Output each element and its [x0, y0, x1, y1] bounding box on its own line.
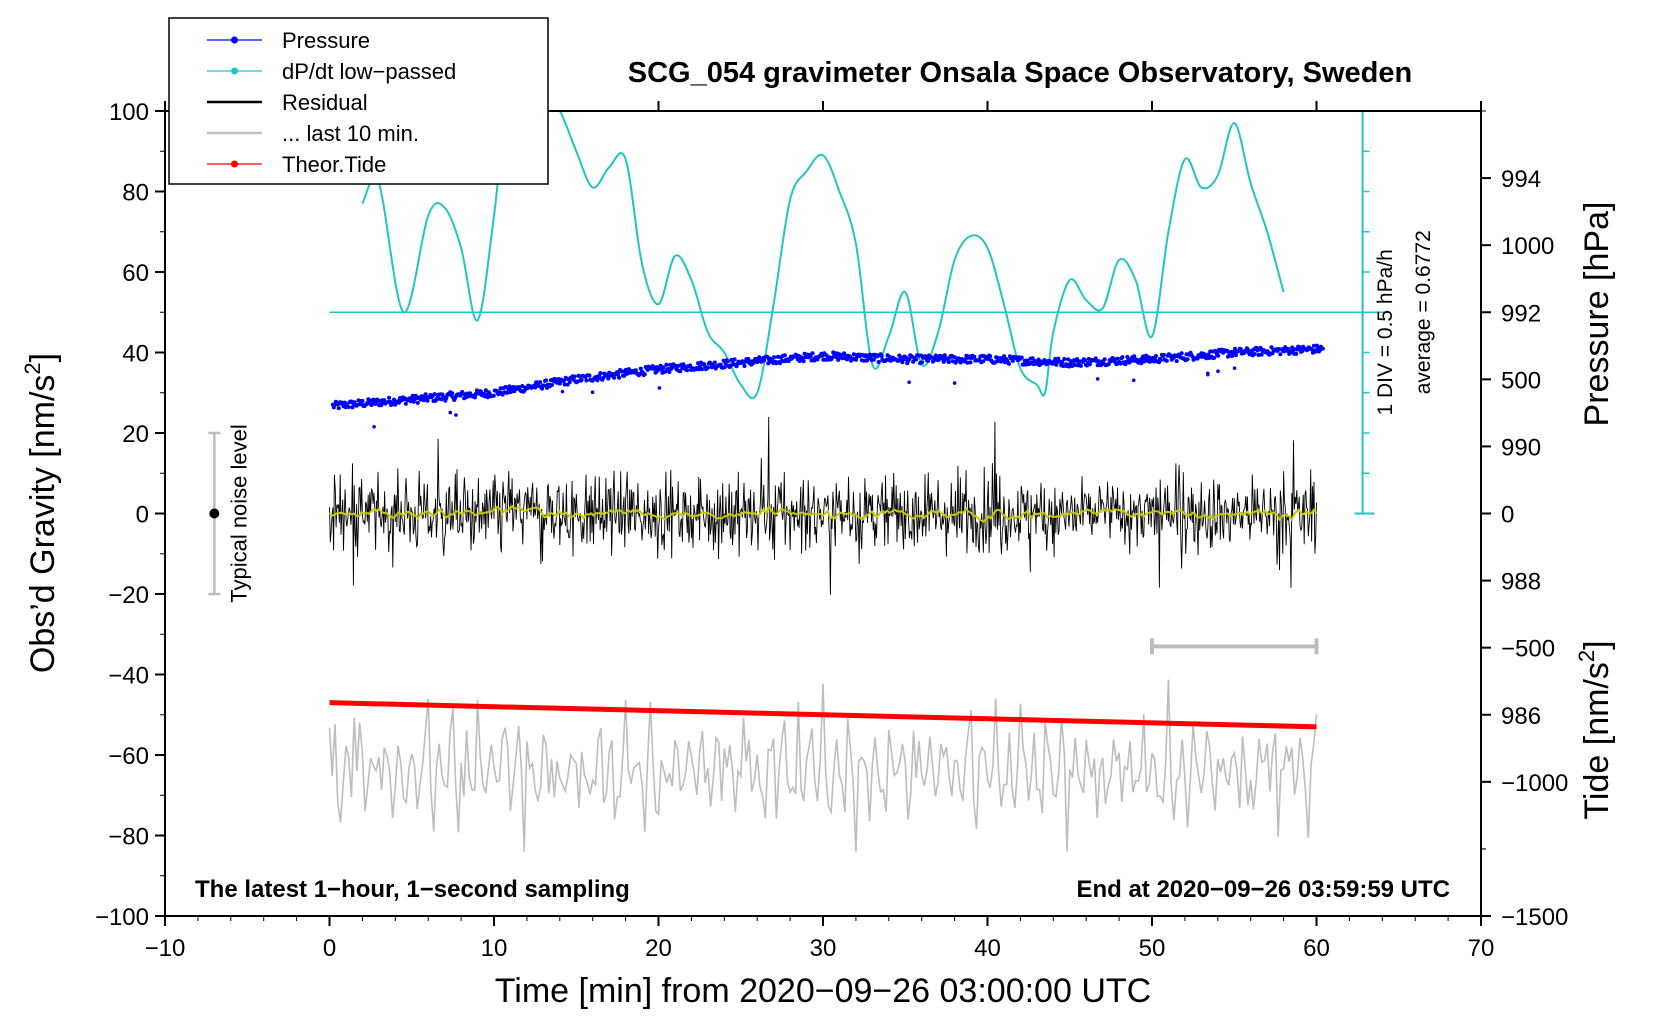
bottom-right-note: End at 2020−09−26 03:59:59 UTC	[1076, 876, 1450, 903]
x-tick-label: 30	[810, 935, 837, 962]
y-axis-left-title-end: ]	[24, 353, 62, 362]
dpdt-line	[361, 111, 1285, 400]
pressure-outlier	[372, 424, 376, 429]
pressure-outlier	[657, 386, 662, 390]
tide-tick-label: −500	[1501, 636, 1555, 663]
noise-dot	[209, 508, 220, 519]
y-tick-label: 40	[122, 341, 149, 368]
tide-tick-label: −1000	[1501, 770, 1568, 797]
legend-label: dP/dt low−passed	[282, 59, 456, 84]
dpdt-series: 1 DIV = 0.5 hPa/h average = 0.6772	[329, 110, 1435, 515]
pressure-tick-label: 988	[1501, 569, 1541, 596]
y-tick-label: −60	[108, 743, 149, 770]
pressure-outlier	[952, 381, 957, 385]
legend-marker	[231, 160, 238, 168]
theoretical-tide-series	[329, 700, 1317, 730]
x-axis-title: Time [min] from 2020−09−26 03:00:00 UTC	[495, 972, 1151, 1010]
x-axis: −10 0 10 20 30 40 50 60 70	[145, 101, 1495, 962]
legend-label: ... last 10 min.	[282, 121, 419, 146]
pressure-outlier	[560, 389, 565, 394]
residual-line	[329, 416, 1317, 595]
pressure-outlier	[448, 410, 453, 415]
y-tick-label: −20	[108, 582, 149, 609]
pressure-outlier	[1131, 378, 1136, 383]
y-axis-left-title-text: Obs’d Gravity [nm/s	[24, 375, 62, 674]
tide-tick-label: 0	[1501, 502, 1514, 529]
chart-title: SCG_054 gravimeter Onsala Space Observat…	[628, 57, 1412, 89]
y-axis-left-title-sup: 2	[20, 362, 45, 374]
noise-label: Typical noise level	[226, 424, 251, 603]
div-label: 1 DIV = 0.5 hPa/h	[1374, 249, 1397, 415]
x-tick-label: 10	[481, 935, 508, 962]
theoretical-tide-line	[329, 700, 1317, 730]
pressure-outlier	[907, 380, 911, 385]
y-axis-tide-title-text: Tide [nm/s	[1578, 662, 1616, 819]
x-tick-label: 50	[1139, 935, 1166, 962]
legend-marker	[231, 67, 238, 75]
pressure-tick-label: 992	[1501, 300, 1541, 327]
y-tick-label: 0	[136, 502, 149, 529]
tide-tick-label: 1000	[1501, 233, 1554, 260]
y-tick-label: 100	[109, 99, 149, 126]
y-axis-left: 100 80 60 40 20 0 −20 −40 −60 −80 −100	[95, 99, 165, 931]
residual-series	[329, 416, 1317, 595]
tide-tick-label: 500	[1501, 367, 1541, 394]
pressure-tick-label: 990	[1501, 434, 1541, 461]
residual-smoothed-series	[328, 504, 1318, 523]
pressure-outlier	[1216, 369, 1220, 374]
pressure-series	[330, 343, 1325, 429]
y-tick-label: 80	[122, 180, 149, 207]
residual-smoothed-line	[328, 504, 1318, 523]
pressure-tick-label: 994	[1501, 166, 1541, 193]
y-tick-label: −40	[108, 663, 149, 690]
pressure-axis: 994 992 990 988 986	[1481, 110, 1541, 850]
y-axis-tide-title: Tide [nm/s2]	[1574, 640, 1616, 819]
tide-tick-label: −1500	[1501, 904, 1568, 931]
average-label: average = 0.6772	[1412, 230, 1435, 394]
y-axis-pressure-title: Pressure [hPa]	[1578, 202, 1616, 427]
legend-label: Residual	[282, 90, 368, 115]
legend-label: Pressure	[282, 28, 370, 53]
x-tick-label: 0	[323, 935, 336, 962]
x-tick-label: 70	[1468, 935, 1495, 962]
legend-label: Theor.Tide	[282, 152, 386, 177]
pressure-dots	[330, 343, 1325, 411]
legend-marker	[231, 36, 238, 44]
x-tick-label: 60	[1303, 935, 1330, 962]
annotations: Typical noise level	[208, 424, 251, 603]
y-axis-tide-title-end: ]	[1578, 640, 1616, 649]
pressure-outlier	[1206, 372, 1210, 377]
last-10-min-line	[328, 679, 1318, 852]
y-tick-label: 20	[122, 421, 149, 448]
pressure-outlier	[454, 413, 458, 417]
pressure-outlier	[590, 390, 595, 395]
legend: Pressure dP/dt low−passed Residual ... last…	[168, 17, 549, 185]
y-tick-label: −80	[108, 824, 149, 851]
last-10-min-series	[328, 638, 1319, 852]
y-axis-tide-title-sup: 2	[1574, 650, 1599, 662]
tide-axis: 1000 500 0 −500 −1000 −1500	[1481, 233, 1568, 931]
x-tick-label: 20	[645, 935, 672, 962]
pressure-outlier	[1232, 366, 1237, 370]
x-tick-label: −10	[145, 935, 186, 962]
x-tick-label: 40	[974, 935, 1001, 962]
pressure-tick-label: 986	[1501, 703, 1541, 730]
y-tick-label: −100	[95, 904, 149, 931]
pressure-outlier	[1095, 377, 1100, 381]
y-tick-label: 60	[122, 260, 149, 287]
y-axis-left-title: Obs’d Gravity [nm/s2]	[20, 353, 62, 673]
bottom-left-note: The latest 1−hour, 1−second sampling	[195, 876, 630, 903]
